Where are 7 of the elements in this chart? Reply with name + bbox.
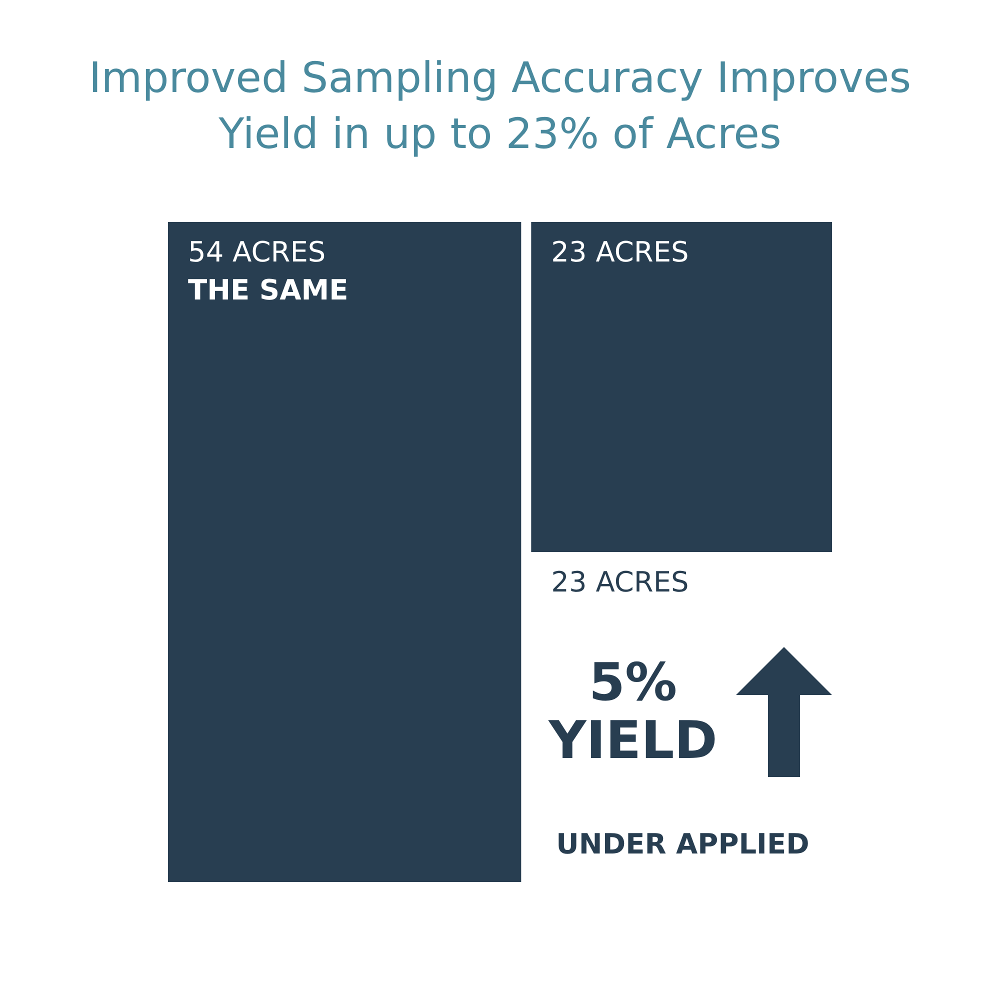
- data-label: 23 ACRES: [551, 565, 689, 598]
- category-label: THE SAME: [188, 273, 348, 306]
- text: Improved Sampling Accuracy Improves Yield in up to 23% of Acres: [88, 52, 912, 160]
- category-label: UNDER APPLIED: [556, 827, 810, 860]
- data-label: 23 ACRES: [551, 235, 689, 268]
- data-label: 54 ACRES: [188, 235, 326, 268]
- text: 5% YIELD: [548, 653, 718, 771]
